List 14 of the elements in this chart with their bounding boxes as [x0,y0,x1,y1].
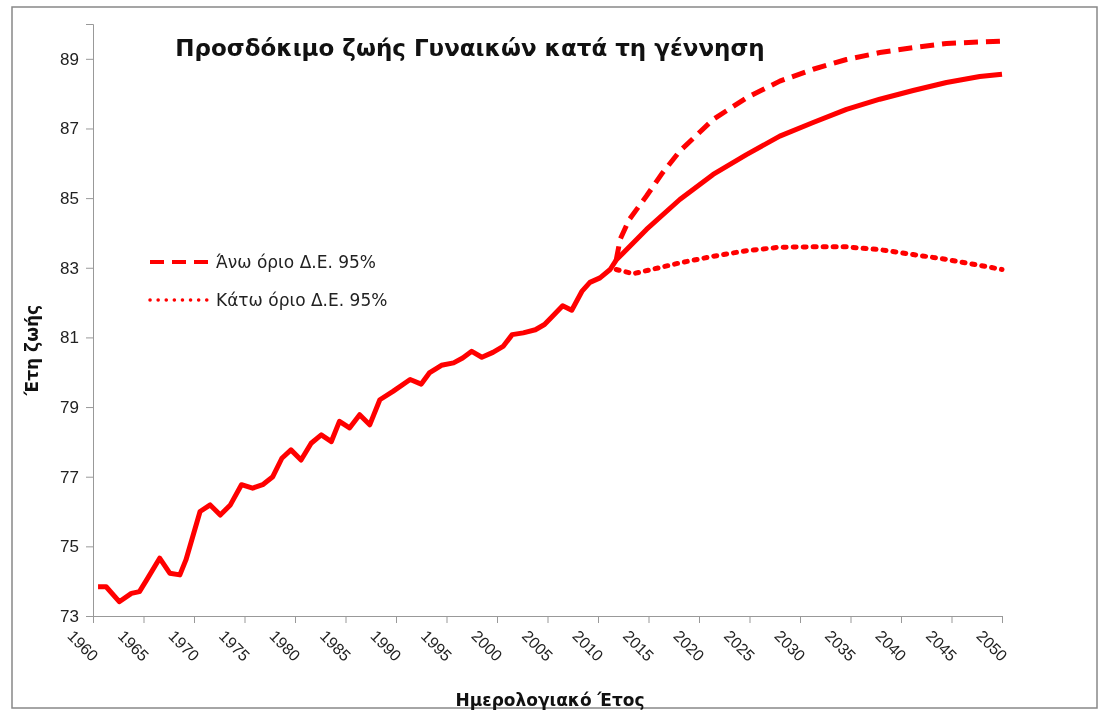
y-tick-label: 87 [60,119,79,139]
legend-label: Άνω όριο Δ.Ε. 95% [216,252,377,272]
y-tick-label: 83 [60,258,79,278]
legend-label: Κάτω όριο Δ.Ε. 95% [216,290,388,310]
y-tick-label: 81 [60,328,79,348]
y-tick-label: 75 [60,537,79,557]
y-tick-label: 85 [60,189,79,209]
y-tick-label: 79 [60,398,79,417]
y-tick-label: 89 [60,49,79,69]
y-tick-label: 73 [60,606,79,626]
x-axis-title: Ημερολογιακό Έτος [455,690,645,710]
text: Προσδόκιμο ζωής Γυναικών κατά τη γέννηση [175,35,765,61]
y-axis-title: Έτη ζωής [22,304,42,397]
y-tick-label: 77 [60,467,79,487]
